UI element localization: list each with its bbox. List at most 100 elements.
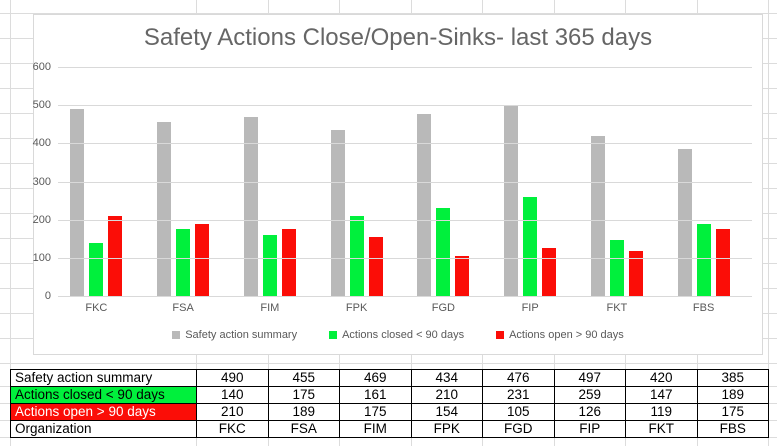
legend-swatch-gray — [172, 331, 181, 339]
table-cell[interactable]: FIM — [339, 420, 412, 438]
bar-series-red[interactable] — [628, 250, 643, 296]
table-row: Organization FKC FSA FIM FPK FGD FIP FKT FBS — [10, 420, 769, 438]
table-cell[interactable]: FIP — [553, 420, 626, 438]
table-cell[interactable]: 140 — [196, 386, 269, 404]
table-cell[interactable]: 497 — [553, 369, 626, 387]
sheet-column-line — [10, 0, 11, 446]
bar-group — [405, 67, 492, 296]
bar-series-green[interactable] — [696, 223, 711, 296]
sheet-row-line — [0, 363, 777, 364]
table-row-label[interactable]: Actions open > 90 days — [10, 403, 197, 421]
table-cell[interactable]: 147 — [625, 386, 698, 404]
x-axis-category-label: FPK — [345, 302, 368, 314]
table-cell[interactable]: 259 — [553, 386, 626, 404]
table-cell[interactable]: 210 — [196, 403, 269, 421]
table-row-label[interactable]: Safety action summary — [10, 369, 197, 387]
chart-gridline — [58, 296, 752, 297]
bar-series-red[interactable] — [195, 223, 210, 296]
bar-series-green[interactable] — [89, 242, 104, 296]
bar-group — [318, 67, 405, 296]
table-row: Safety action summary 490 455 469 434 476 497 4… — [10, 369, 769, 387]
bar-series-gray[interactable] — [677, 149, 692, 296]
bar-series-green[interactable] — [609, 239, 624, 296]
bar-series-gray[interactable] — [243, 117, 258, 296]
x-axis-category-label: FIM — [260, 302, 280, 314]
x-axis-category-label: FKC — [85, 302, 108, 314]
bar-series-green[interactable] — [176, 229, 191, 296]
x-axis-category-label: FIP — [521, 302, 539, 314]
table-cell[interactable]: FGD — [482, 420, 555, 438]
table-cell[interactable]: 154 — [410, 403, 483, 421]
table-cell[interactable]: 189 — [696, 386, 769, 404]
table-cell[interactable]: 175 — [696, 403, 769, 421]
table-cell[interactable]: 385 — [696, 369, 769, 387]
table-cell[interactable]: FKT — [625, 420, 698, 438]
bar-series-red[interactable] — [715, 229, 730, 296]
bar-series-gray[interactable] — [157, 122, 172, 296]
data-table: Safety action summary 490 455 469 434 476 497 4… — [10, 369, 769, 438]
bar-series-red[interactable] — [542, 247, 557, 296]
chart-gridline — [58, 143, 752, 145]
bar-series-red[interactable] — [281, 229, 296, 296]
chart-gridline — [58, 67, 752, 68]
bar-group — [232, 67, 319, 296]
y-axis-tick-label: 300 — [32, 175, 51, 188]
bar-series-gray[interactable] — [330, 130, 345, 296]
legend-label: Actions open > 90 days — [509, 329, 624, 341]
bar-series-red[interactable] — [368, 237, 383, 296]
table-cell[interactable]: 126 — [553, 403, 626, 421]
legend-item[interactable]: Actions open > 90 days — [496, 329, 624, 341]
bar-group — [145, 67, 232, 296]
table-cell[interactable]: 105 — [482, 403, 555, 421]
table-cell[interactable]: 469 — [339, 369, 412, 387]
bar-series-gray[interactable] — [70, 108, 85, 296]
table-cell[interactable]: 175 — [267, 386, 340, 404]
bar-group — [579, 67, 666, 296]
table-cell[interactable]: 476 — [482, 369, 555, 387]
chart-gridline — [58, 219, 752, 221]
table-cell[interactable]: 175 — [339, 403, 412, 421]
bar-groups — [58, 67, 752, 296]
legend-item[interactable]: Actions closed < 90 days — [329, 329, 464, 341]
bar-series-green[interactable] — [262, 234, 277, 296]
table-cell[interactable]: FSA — [267, 420, 340, 438]
table-cell[interactable]: 490 — [196, 369, 269, 387]
table-cell[interactable]: 434 — [410, 369, 483, 387]
bar-series-gray[interactable] — [417, 114, 432, 296]
legend-item[interactable]: Safety action summary — [172, 329, 297, 341]
bar-series-green[interactable] — [349, 215, 364, 296]
y-axis-tick-label: 0 — [44, 290, 51, 302]
bar-series-green[interactable] — [523, 197, 538, 296]
bar-series-gray[interactable] — [504, 106, 519, 296]
table-row-label[interactable]: Actions closed < 90 days — [10, 386, 197, 404]
table-body: Safety action summary 490 455 469 434 476 497 4… — [10, 369, 769, 438]
chart-gridline — [58, 257, 752, 259]
bar-series-gray[interactable] — [590, 135, 605, 296]
chart-object[interactable]: Safety Actions Close/Open-Sinks- last 36… — [33, 14, 763, 355]
chart-gridline — [58, 181, 752, 183]
y-axis-tick-label: 100 — [32, 251, 51, 264]
bar-series-red[interactable] — [108, 215, 123, 296]
table-cell[interactable]: 420 — [625, 369, 698, 387]
chart-gridline — [58, 105, 752, 107]
table-cell[interactable]: 119 — [625, 403, 698, 421]
table-row-label[interactable]: Organization — [10, 420, 197, 438]
table-cell[interactable]: FBS — [696, 420, 769, 438]
table-cell[interactable]: 231 — [482, 386, 555, 404]
table-cell[interactable]: FKC — [196, 420, 269, 438]
chart-title[interactable]: Safety Actions Close/Open-Sinks- last 36… — [143, 24, 653, 51]
table-cell[interactable]: 189 — [267, 403, 340, 421]
table-cell[interactable]: 455 — [267, 369, 340, 387]
table-cell[interactable]: FPK — [410, 420, 483, 438]
table-cell[interactable]: 210 — [410, 386, 483, 404]
bar-series-red[interactable] — [455, 255, 470, 296]
plot-area: 600 500 400 300 200 100 0 — [33, 61, 752, 302]
y-axis-tick-label: 500 — [32, 99, 51, 112]
bar-series-green[interactable] — [436, 207, 451, 296]
y-axis-tick-label: 600 — [32, 61, 51, 73]
bar-group — [665, 67, 752, 296]
bar-group — [58, 67, 145, 296]
y-axis-tick-label: 200 — [32, 213, 51, 226]
table-cell[interactable]: 161 — [339, 386, 412, 404]
